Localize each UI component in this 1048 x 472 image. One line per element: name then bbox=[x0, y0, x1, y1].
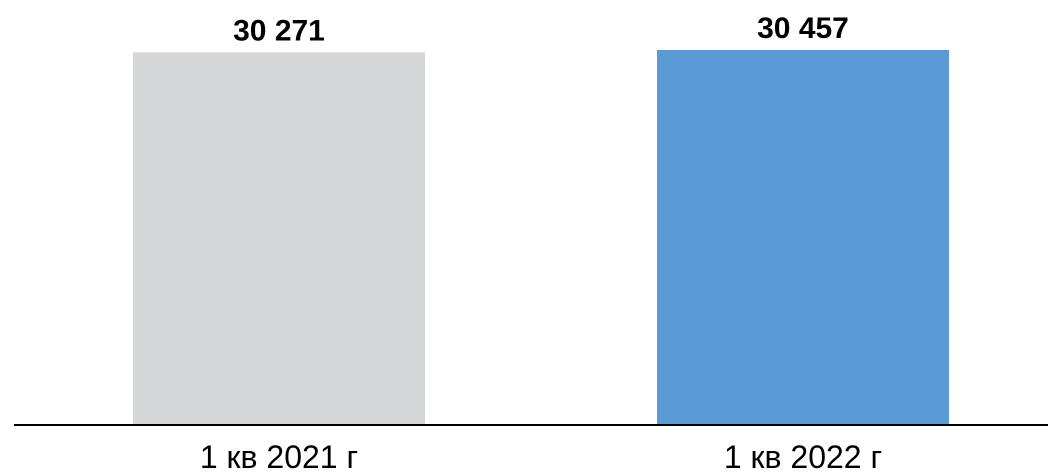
data-label-2: 30 457 bbox=[757, 12, 849, 45]
x-tick-label-2: 1 кв 2022 г bbox=[724, 439, 882, 472]
x-tick-label-1: 1 кв 2021 г bbox=[200, 439, 358, 472]
bar-2 bbox=[657, 50, 949, 425]
bars-group bbox=[133, 50, 949, 426]
data-labels-group: 30 271 30 457 bbox=[233, 12, 849, 47]
x-tick-labels-group: 1 кв 2021 г 1 кв 2022 г bbox=[200, 439, 882, 472]
bar-1 bbox=[133, 52, 425, 426]
data-label-1: 30 271 bbox=[233, 14, 325, 47]
